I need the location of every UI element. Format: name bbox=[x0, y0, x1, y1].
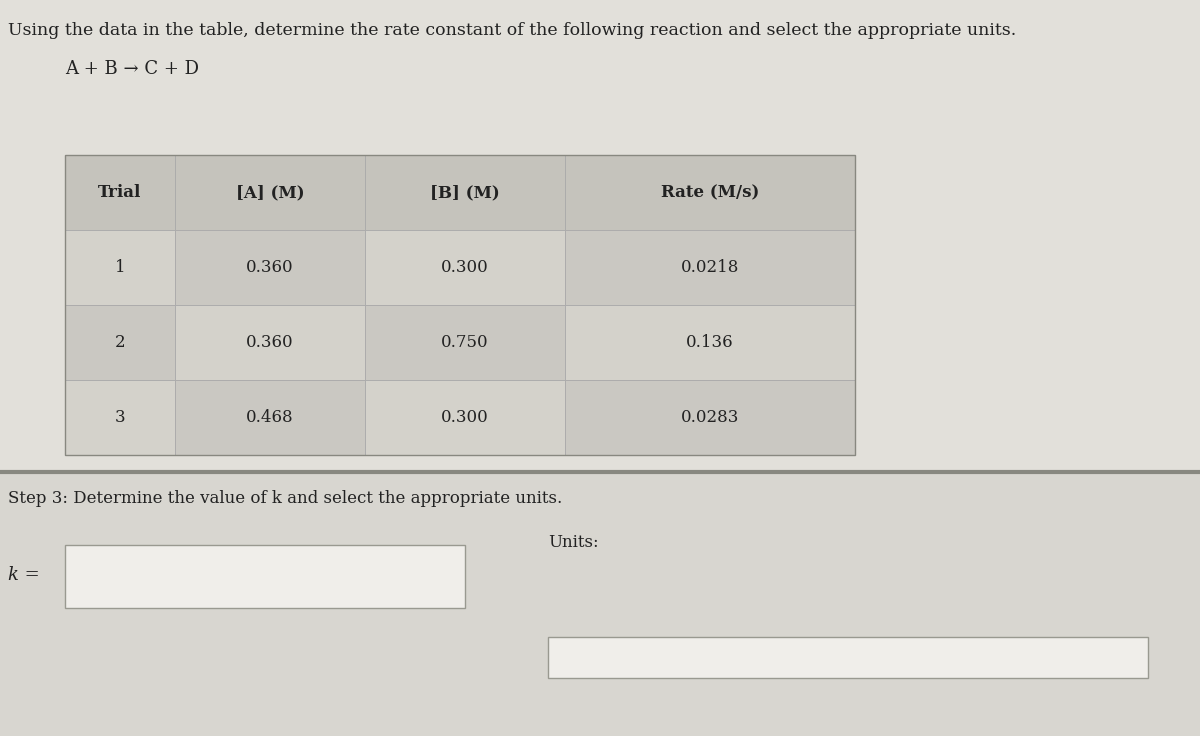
Bar bbox=[175, 155, 365, 230]
Text: 0.0218: 0.0218 bbox=[680, 259, 739, 276]
Bar bbox=[565, 305, 854, 380]
Text: 0.300: 0.300 bbox=[442, 259, 488, 276]
Text: 0.360: 0.360 bbox=[246, 259, 294, 276]
Text: [A] (M): [A] (M) bbox=[235, 184, 305, 201]
Bar bbox=[175, 230, 365, 305]
Text: Using the data in the table, determine the rate constant of the following reacti: Using the data in the table, determine t… bbox=[8, 22, 1016, 39]
Bar bbox=[175, 380, 365, 455]
Bar bbox=[0, 0, 1200, 472]
Bar bbox=[65, 545, 466, 608]
Bar bbox=[565, 230, 854, 305]
Text: 0.136: 0.136 bbox=[686, 334, 734, 351]
Text: 1: 1 bbox=[115, 259, 125, 276]
Bar bbox=[365, 155, 565, 230]
Text: [B] (M): [B] (M) bbox=[430, 184, 500, 201]
Text: Step 3: Determine the value of k and select the appropriate units.: Step 3: Determine the value of k and sel… bbox=[8, 490, 563, 507]
Text: Units:: Units: bbox=[548, 534, 599, 551]
Bar bbox=[65, 305, 175, 380]
Text: 0.0283: 0.0283 bbox=[680, 409, 739, 426]
Text: 0.360: 0.360 bbox=[246, 334, 294, 351]
Text: Rate (M/s): Rate (M/s) bbox=[661, 184, 760, 201]
Text: 2: 2 bbox=[115, 334, 125, 351]
Text: k =: k = bbox=[8, 566, 40, 584]
Bar bbox=[365, 305, 565, 380]
Bar bbox=[65, 230, 175, 305]
Bar bbox=[548, 637, 1148, 678]
Text: 0.300: 0.300 bbox=[442, 409, 488, 426]
Text: 3: 3 bbox=[115, 409, 125, 426]
Bar bbox=[65, 155, 854, 455]
Bar bbox=[565, 380, 854, 455]
Bar bbox=[65, 155, 175, 230]
Bar bbox=[565, 155, 854, 230]
Bar bbox=[65, 380, 175, 455]
Text: 0.750: 0.750 bbox=[442, 334, 488, 351]
Text: Trial: Trial bbox=[98, 184, 142, 201]
Bar bbox=[365, 230, 565, 305]
Text: A + B → C + D: A + B → C + D bbox=[65, 60, 199, 78]
Bar bbox=[365, 380, 565, 455]
Bar bbox=[175, 305, 365, 380]
Text: 0.468: 0.468 bbox=[246, 409, 294, 426]
